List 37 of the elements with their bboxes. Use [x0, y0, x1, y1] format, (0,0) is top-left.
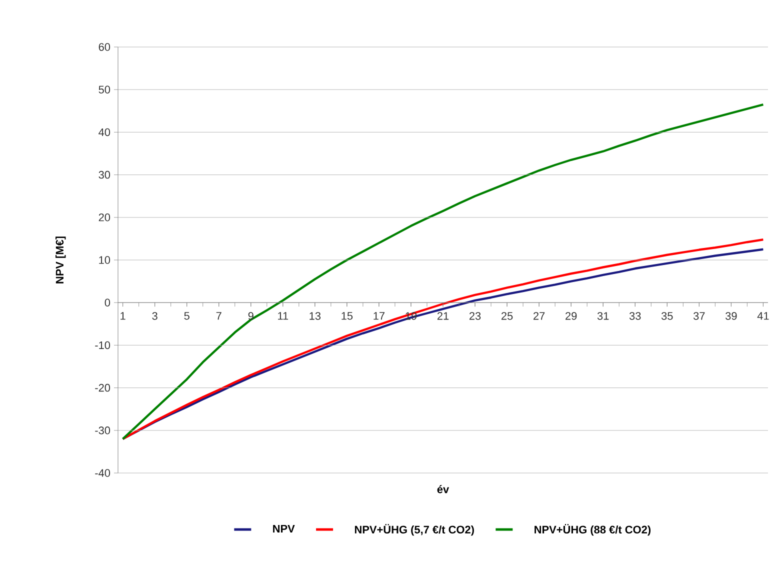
x-tick-label: 35 — [661, 312, 673, 320]
y-tick-label: 20 — [98, 214, 110, 222]
x-tick-label: 7 — [216, 312, 222, 320]
x-tick-label: 21 — [437, 312, 449, 320]
y-tick-label: -30 — [95, 426, 110, 434]
y-tick-label: 60 — [98, 43, 110, 51]
y-tick-label: -10 — [95, 341, 110, 350]
x-tick-label: 5 — [184, 312, 190, 320]
x-tick-label: 15 — [342, 312, 353, 320]
x-tick-label: 19 — [406, 312, 417, 320]
y-tick-label: -40 — [95, 469, 110, 477]
x-tick-label: 27 — [534, 312, 545, 320]
legend-label: NPV+ÜHG (5,7 €/t CO2) — [354, 524, 474, 536]
x-tick-label: 9 — [248, 312, 254, 320]
x-tick-label: 23 — [469, 312, 481, 320]
y-axis-title: NPV [M€] — [56, 236, 66, 284]
x-tick-label: 1 — [120, 312, 126, 320]
x-tick-label: 11 — [278, 312, 288, 320]
x-tick-label: 39 — [726, 312, 737, 320]
y-tick-label: 40 — [98, 128, 110, 136]
x-tick-label: 33 — [629, 312, 641, 320]
y-tick-label: 30 — [98, 170, 110, 179]
x-tick-label: 41 — [757, 312, 769, 320]
y-tick-label: 10 — [99, 256, 110, 264]
x-tick-label: 29 — [566, 312, 577, 320]
x-tick-label: 25 — [501, 312, 513, 320]
y-tick-label: 0 — [104, 298, 110, 306]
y-tick-label: 50 — [98, 86, 110, 94]
x-tick-label: 31 — [597, 312, 609, 320]
x-tick-label: 3 — [152, 312, 158, 320]
x-axis-title: év — [437, 485, 450, 494]
x-tick-label: 37 — [693, 312, 705, 320]
y-tick-label: -20 — [95, 384, 110, 392]
legend-label: NPV+ÜHG (88 €/t CO2) — [534, 524, 651, 536]
x-tick-label: 17 — [374, 312, 385, 320]
legend-label: NPV — [273, 524, 295, 532]
x-tick-label: 13 — [310, 312, 321, 320]
